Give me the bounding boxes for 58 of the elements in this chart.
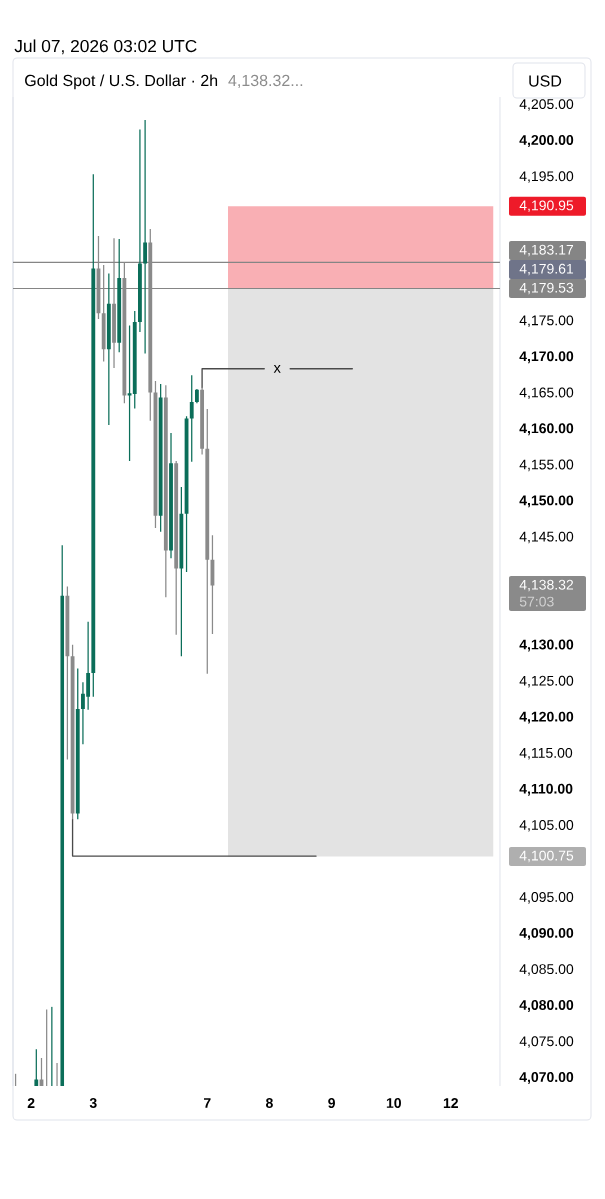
- candlestick: [55, 1062, 59, 1086]
- y-tick-label: 4,200.00: [519, 135, 574, 147]
- text: 4,179.61: [519, 263, 574, 276]
- y-tick-label: 4,155.00: [519, 459, 574, 472]
- candlestick: [106, 273, 111, 425]
- annotation: x: [273, 364, 281, 373]
- ref-line-label: 4,183.17: [519, 244, 574, 257]
- x-tick-label: 7: [203, 1098, 211, 1108]
- y-tick-label: 4,125.00: [519, 675, 574, 688]
- y-tick-label: 4,070.00: [519, 1072, 574, 1085]
- chart-title: Gold Spot / U.S. Dollar · 2h: [25, 74, 218, 90]
- candlestick: [132, 311, 137, 409]
- y-tick-label: 4,080.00: [519, 1000, 574, 1012]
- ref-line-label: 4,179.53: [519, 282, 574, 295]
- candlestick: [163, 385, 168, 598]
- chart-subtitle: Jul 07, 2026 03:02 UTC: [14, 39, 197, 55]
- candlestick: [174, 461, 179, 635]
- y-tick-label: 4,075.00: [519, 1036, 574, 1048]
- candlestick: [65, 586, 70, 760]
- candlestick: [117, 239, 122, 353]
- y-tick-label: 4,105.00: [519, 819, 574, 832]
- y-tick-label: 4,110.00: [519, 783, 573, 796]
- y-tick-label: 4,195.00: [519, 171, 574, 183]
- candlestick: [158, 383, 163, 532]
- band-label: 4,100.75: [519, 850, 574, 863]
- text: 57:03: [519, 596, 554, 607]
- candlestick: [200, 387, 205, 455]
- x-tick-label: 3: [89, 1098, 97, 1108]
- y-tick-label: 4,150.00: [519, 495, 574, 508]
- text: 4,138.32: [519, 579, 574, 592]
- y-tick-label: 4,145.00: [519, 531, 574, 544]
- y-axis-title: USD: [529, 75, 562, 87]
- x-tick-label: 10: [386, 1098, 401, 1108]
- text: 4,138.32...: [228, 74, 303, 89]
- y-tick-label: 4,205.00: [519, 99, 574, 111]
- candlestick: [91, 174, 96, 697]
- x-tick-label: 12: [443, 1098, 458, 1108]
- candlestick: [75, 668, 80, 820]
- candlestick: [195, 388, 199, 404]
- y-tick-label: 4,170.00: [519, 351, 574, 364]
- y-tick-label: 4,095.00: [519, 892, 574, 904]
- candlestick: [138, 129, 142, 332]
- band-label: 4,190.95: [519, 200, 574, 212]
- y-tick-label: 4,090.00: [519, 927, 574, 940]
- y-tick-label: 4,120.00: [519, 711, 574, 724]
- y-tick-label: 4,165.00: [519, 387, 574, 400]
- candlestick: [179, 486, 184, 657]
- candlestick: [205, 409, 210, 674]
- x-tick-label: 9: [328, 1098, 335, 1108]
- y-tick-label: 4,085.00: [519, 964, 574, 976]
- x-tick-label: 2: [27, 1098, 35, 1108]
- y-tick-label: 4,130.00: [519, 639, 574, 652]
- y-tick-label: 4,175.00: [519, 315, 574, 327]
- x-tick-label: 8: [265, 1098, 273, 1108]
- candlestick: [169, 432, 173, 559]
- y-tick-label: 4,160.00: [519, 423, 574, 436]
- candlestick: [143, 120, 148, 354]
- y-tick-label: 4,115.00: [519, 747, 573, 760]
